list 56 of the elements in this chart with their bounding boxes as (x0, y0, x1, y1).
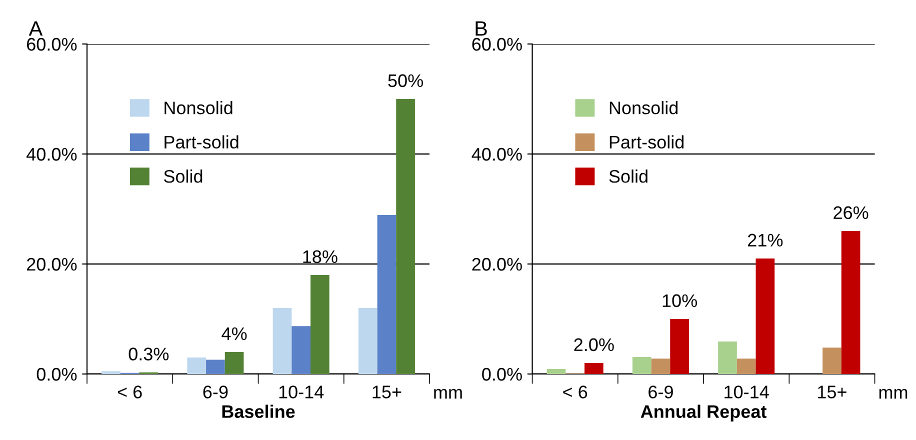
x-tick-label: 15+ (818, 386, 846, 398)
bar (224, 352, 244, 374)
y-tick-label: 0.0% (36, 368, 77, 381)
y-tick-label: 0.0% (482, 368, 522, 381)
y-tick-label: 60.0% (472, 38, 522, 51)
x-tick-label: 6-9 (648, 386, 673, 398)
y-tick-label: 40.0% (472, 148, 522, 161)
legend-label: Part-solid (164, 135, 238, 149)
y-tick-label: 20.0% (27, 258, 77, 271)
bar (841, 231, 860, 374)
bar (736, 358, 756, 374)
x-tick-label: < 6 (563, 386, 588, 398)
bar (396, 99, 415, 374)
bar (102, 371, 120, 374)
bar (187, 358, 206, 374)
y-tick-label: 20.0% (472, 258, 522, 271)
x-tick-label: 10-14 (724, 386, 769, 398)
bar (310, 275, 330, 374)
x-axis-title: Annual Repeat (640, 404, 767, 422)
legend-label: Nonsolid (164, 101, 232, 114)
y-tick-label: 60.0% (27, 38, 77, 51)
chart-title: A (28, 21, 43, 36)
data-label: 10% (662, 294, 697, 308)
data-label: 4% (222, 327, 247, 340)
bar (756, 258, 775, 374)
bar (632, 356, 652, 374)
text: mm (434, 388, 462, 399)
legend-label: Solid (164, 170, 202, 183)
bar (718, 342, 737, 374)
chart-title: B (476, 21, 487, 36)
legend-label: Nonsolid (610, 101, 678, 114)
x-tick-label: 6-9 (203, 386, 228, 398)
bar (358, 308, 378, 374)
data-label: 26% (834, 206, 868, 220)
bar (546, 369, 566, 374)
bar (651, 358, 670, 374)
bar (292, 326, 311, 374)
text: mm (879, 388, 908, 399)
x-tick-label: 10-14 (279, 386, 324, 398)
bar (272, 308, 292, 374)
legend-label: Solid (609, 170, 648, 183)
legend-label: Part-solid (610, 135, 684, 149)
bar (206, 360, 225, 374)
data-label: 50% (388, 74, 423, 88)
x-tick-label: 15+ (372, 386, 402, 398)
bar (584, 363, 604, 374)
bar (822, 348, 842, 374)
bar (377, 215, 396, 374)
x-axis-title: Baseline (222, 404, 295, 418)
x-tick-label: < 6 (118, 386, 142, 398)
data-label: 2.0% (574, 338, 614, 352)
data-label: 18% (303, 250, 338, 264)
y-tick-label: 40.0% (26, 148, 77, 161)
data-label: 0.3% (128, 348, 169, 360)
data-label: 21% (748, 234, 783, 247)
bar (670, 319, 689, 374)
